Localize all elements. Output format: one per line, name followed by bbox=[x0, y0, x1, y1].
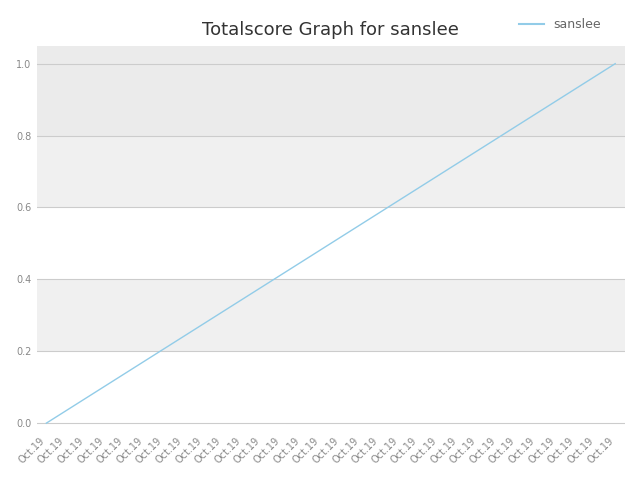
Bar bbox=[36, 351, 625, 431]
sanslee bbox=[259, 284, 266, 290]
sanslee bbox=[121, 371, 129, 376]
sanslee bbox=[219, 309, 227, 314]
sanslee bbox=[141, 358, 148, 364]
Title: Totalscore Graph for sanslee: Totalscore Graph for sanslee bbox=[202, 21, 459, 38]
sanslee bbox=[42, 420, 50, 426]
sanslee bbox=[533, 110, 541, 116]
sanslee bbox=[513, 123, 521, 129]
sanslee bbox=[62, 408, 70, 414]
sanslee bbox=[611, 61, 619, 67]
Bar bbox=[36, 46, 625, 135]
sanslee bbox=[356, 222, 364, 228]
Line: sanslee: sanslee bbox=[46, 64, 615, 423]
sanslee bbox=[493, 135, 501, 141]
sanslee bbox=[572, 85, 580, 91]
sanslee bbox=[160, 346, 168, 352]
Bar bbox=[36, 207, 625, 279]
Legend: sanslee: sanslee bbox=[513, 13, 606, 36]
sanslee bbox=[396, 197, 403, 203]
sanslee bbox=[200, 321, 207, 327]
sanslee bbox=[278, 272, 285, 277]
sanslee bbox=[376, 210, 383, 216]
Bar bbox=[36, 135, 625, 207]
sanslee bbox=[592, 73, 600, 79]
sanslee bbox=[435, 172, 442, 178]
sanslee bbox=[552, 98, 560, 104]
sanslee bbox=[239, 296, 246, 302]
sanslee bbox=[415, 185, 423, 191]
sanslee bbox=[337, 234, 344, 240]
Bar bbox=[36, 279, 625, 351]
sanslee bbox=[101, 383, 109, 389]
sanslee bbox=[298, 259, 305, 265]
sanslee bbox=[454, 160, 462, 166]
sanslee bbox=[82, 396, 90, 401]
sanslee bbox=[317, 247, 324, 252]
sanslee bbox=[474, 147, 482, 153]
sanslee bbox=[180, 334, 188, 339]
